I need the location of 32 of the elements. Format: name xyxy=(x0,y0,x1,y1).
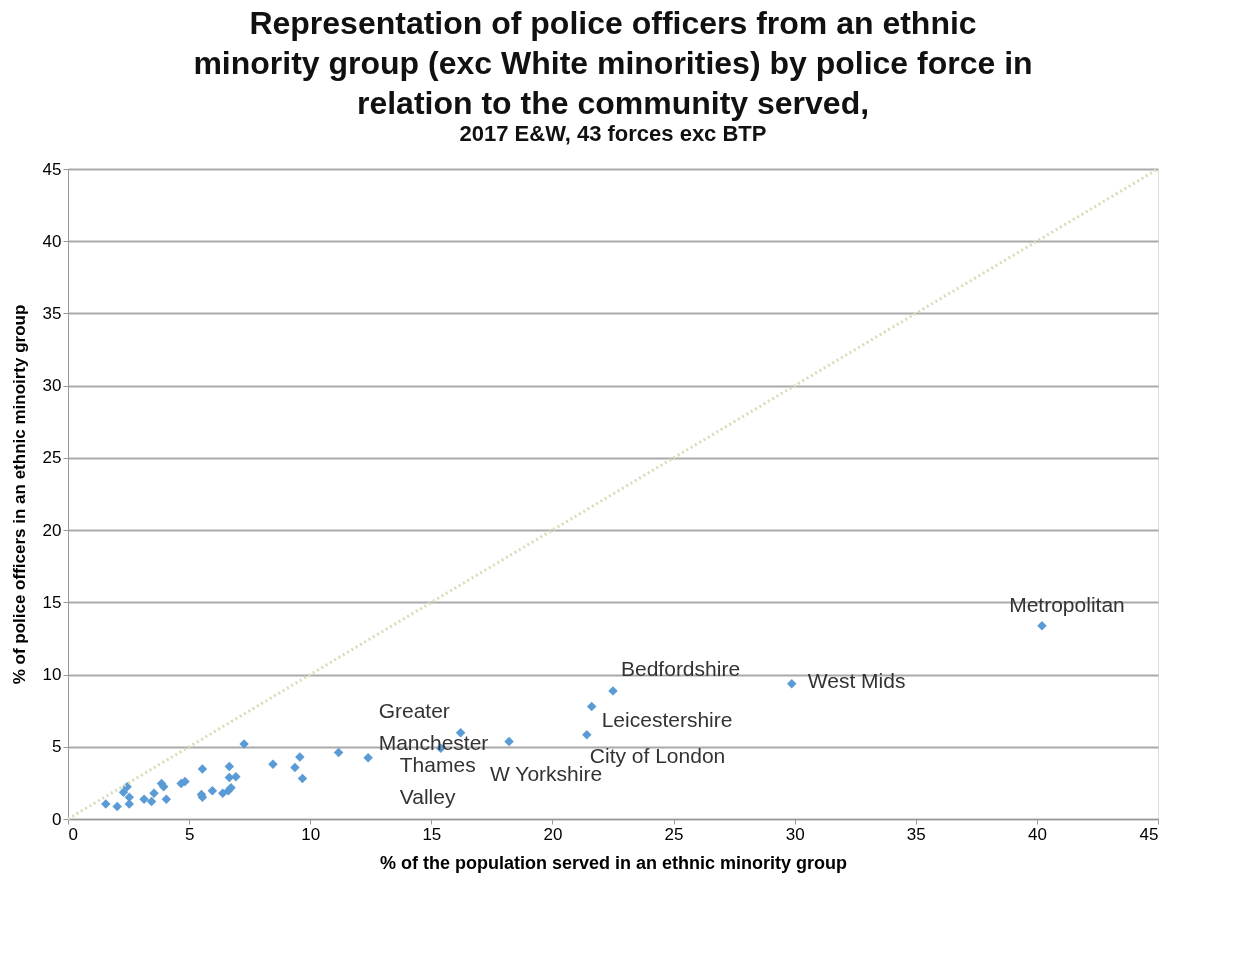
y-tick-label: 25 xyxy=(42,448,62,468)
x-tick-label: 45 xyxy=(1139,824,1159,844)
y-tick-label: 35 xyxy=(42,303,62,323)
x-tick-label: 20 xyxy=(543,824,563,844)
x-tick-label: 35 xyxy=(906,824,926,844)
annotation: Thames Valley xyxy=(399,753,476,809)
x-axis-title: % of the population served in an ethnic minority group xyxy=(379,852,848,873)
y-tick-label: 0 xyxy=(52,809,62,829)
y-tick-label: 30 xyxy=(42,376,62,396)
x-tick-label: 40 xyxy=(1027,824,1047,844)
annotation: Bedfordshire xyxy=(621,656,741,680)
x-tick-label: 15 xyxy=(422,824,442,844)
text: minority group (exc White minorities) by police force in xyxy=(193,45,1033,81)
y-tick-label: 10 xyxy=(42,665,62,685)
x-tick-label: 30 xyxy=(785,824,805,844)
y-tick-label: 45 xyxy=(42,159,62,179)
y-tick-label: 40 xyxy=(42,231,62,251)
y-tick-label: 15 xyxy=(42,592,62,612)
text: Representation of police officers from an ethnic xyxy=(249,5,977,41)
chart-subtitle: 2017 E&W, 43 forces exc BTP xyxy=(459,121,767,146)
y-tick-label: 20 xyxy=(42,520,62,540)
x-tick-label: 0 xyxy=(68,824,78,844)
x-tick-label: 10 xyxy=(301,824,321,844)
x-tick-label: 5 xyxy=(184,824,195,844)
x-tick-label: 25 xyxy=(664,824,684,844)
annotation: Leicestershire xyxy=(601,708,733,732)
y-tick-label: 5 xyxy=(52,737,62,757)
annotation: Greater Manchester xyxy=(378,698,489,754)
y-axis-title: % of police officers in an ethnic minoirty group xyxy=(9,304,29,685)
annotation: Metropolitan xyxy=(1009,592,1125,616)
text: relation to the community served, xyxy=(356,85,870,121)
annotation: West Mids xyxy=(807,668,906,692)
